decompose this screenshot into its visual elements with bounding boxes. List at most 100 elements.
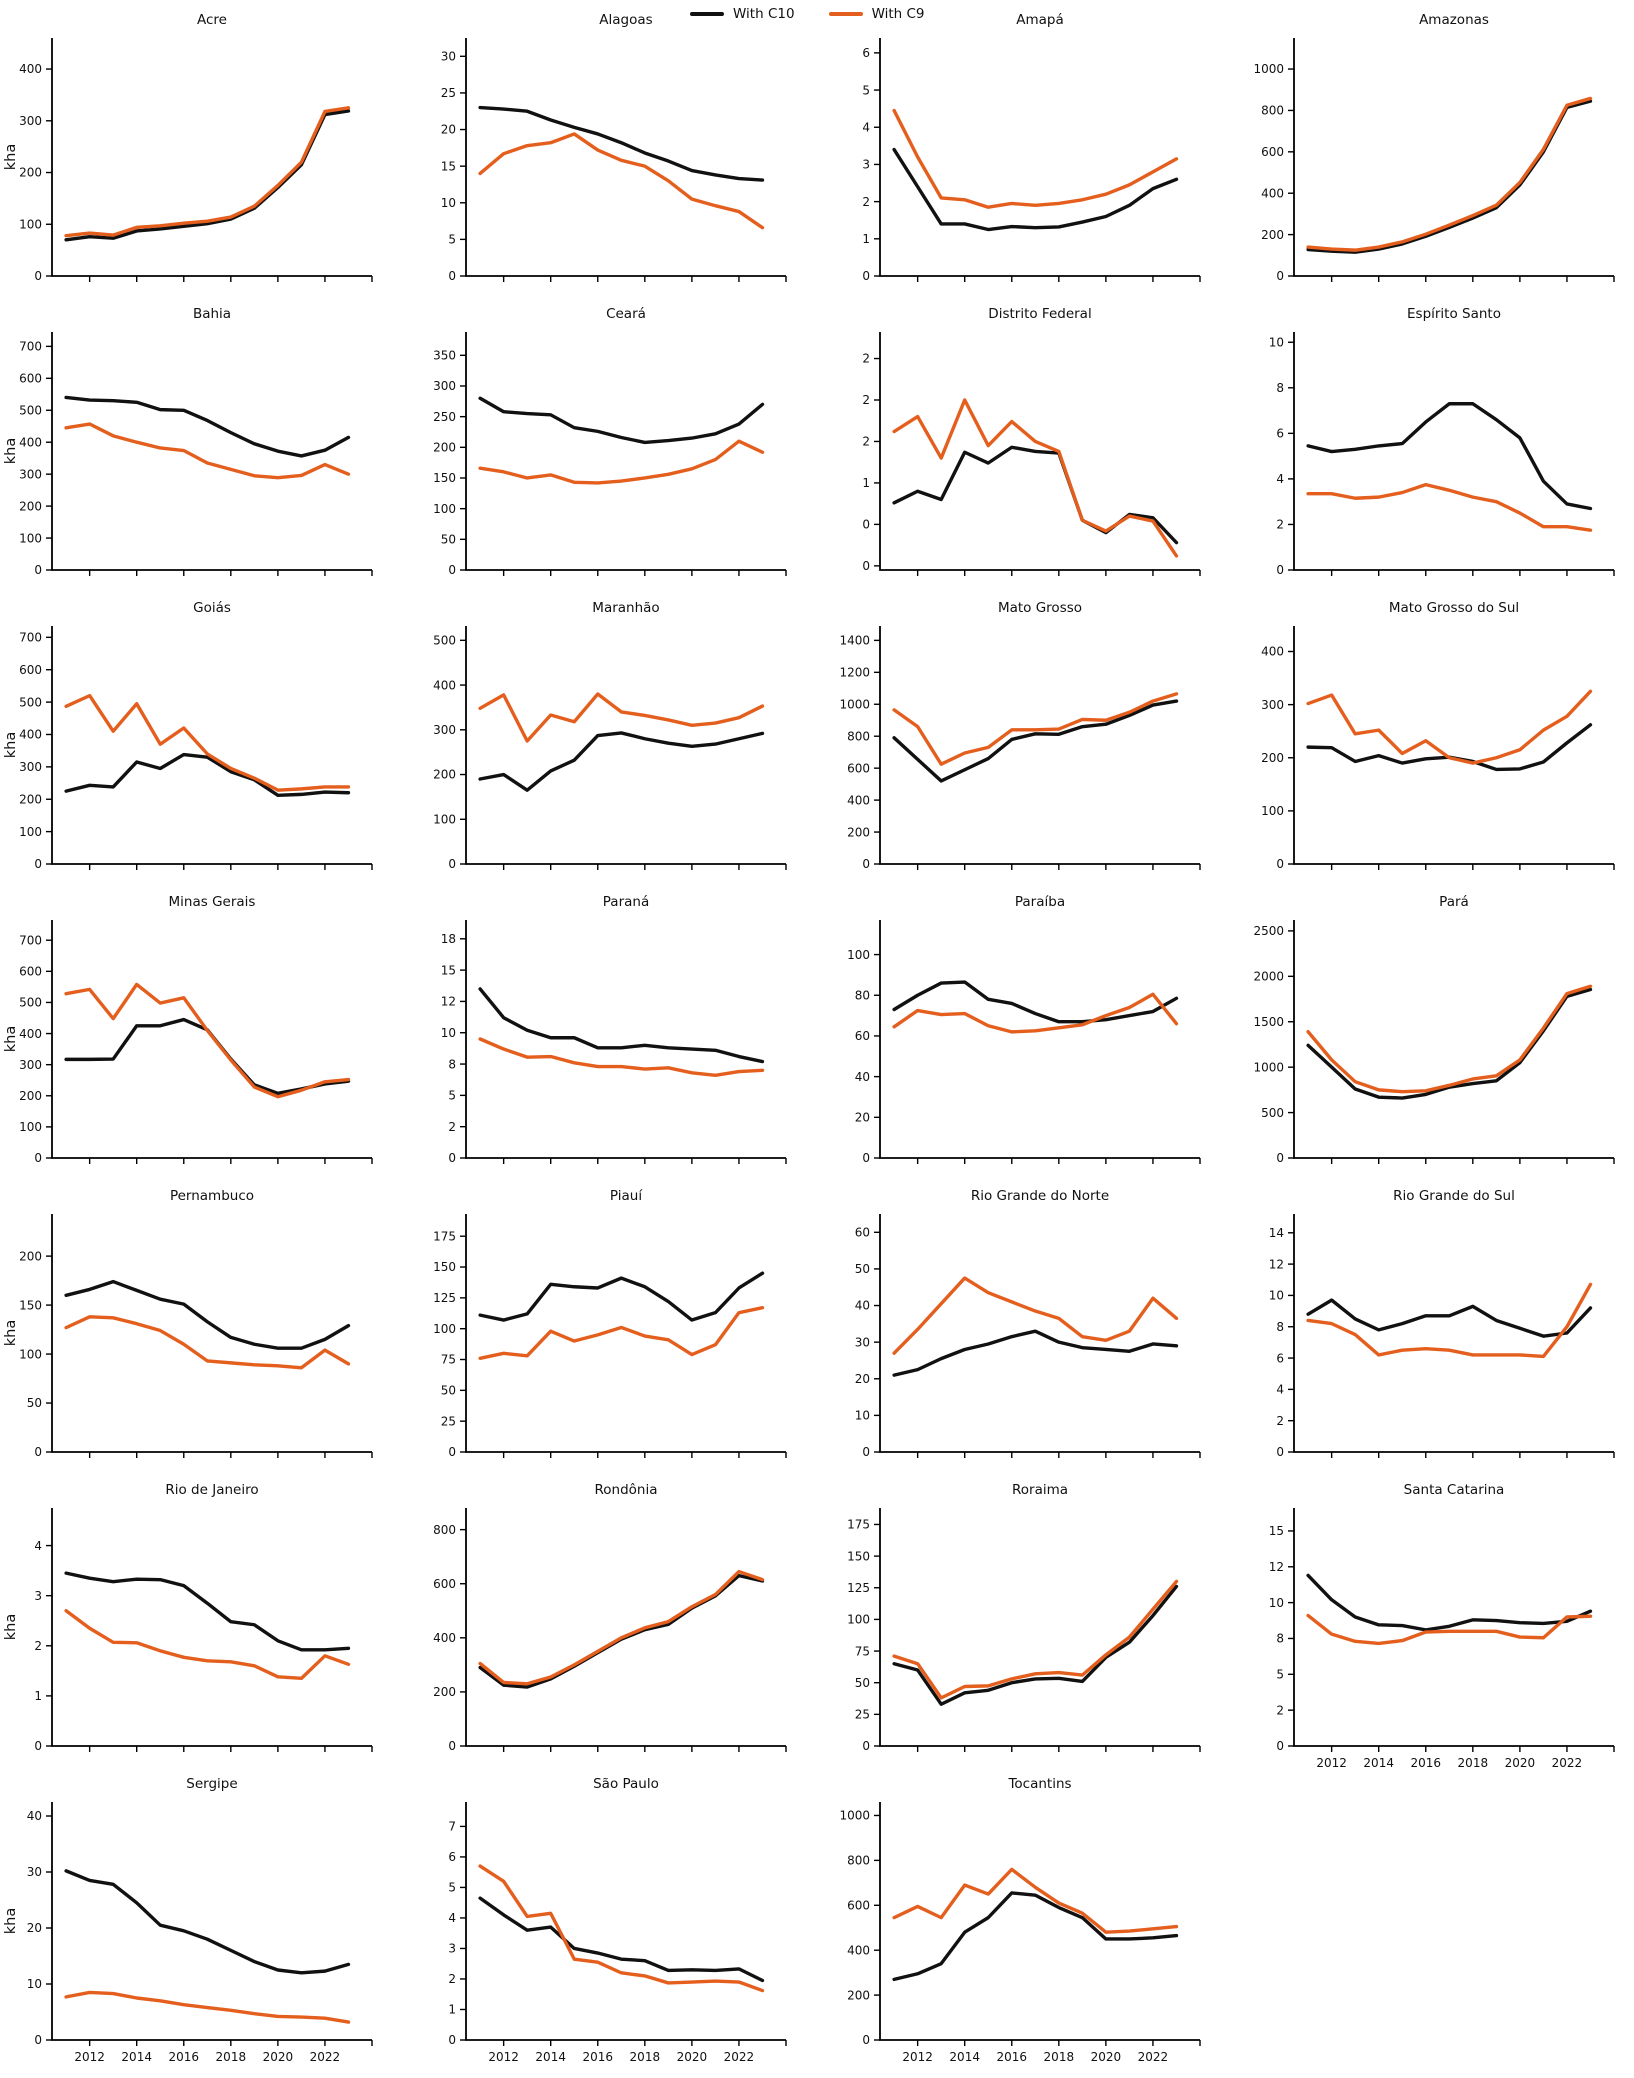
chart-tocantins: Tocantins 0 200 400 600 800 1000 2012 2014 2016 20… (828, 1764, 1236, 2078)
chart-mato-grosso: Mato Grosso 0 200 400 600 800 1000 1200 1400 (828, 588, 1236, 900)
series-line-with-c9 (64, 693, 351, 792)
y-tick-label: 2000 (1253, 970, 1284, 984)
x-tick-label: 2020 (1505, 1756, 1536, 1770)
y-axis-label: kha (3, 1320, 19, 1346)
y-tick-label: 20 (27, 1921, 42, 1935)
y-tick-label: 0 (448, 1739, 456, 1753)
y-tick-label: 600 (1261, 145, 1284, 159)
y-tick-label: 50 (855, 1676, 870, 1690)
y-tick-label: 150 (19, 1298, 42, 1312)
y-tick-label: 200 (847, 1988, 870, 2002)
y-tick-label: 50 (855, 1262, 870, 1276)
y-tick-label: 800 (1261, 104, 1284, 118)
chart-svg-rio-grande-do-norte: Rio Grande do Norte 0 10 20 30 40 50 60 (855, 1188, 1201, 1459)
series-line-with-c10 (64, 1279, 351, 1350)
series-line-with-c10 (1306, 723, 1593, 772)
y-tick-label: 400 (19, 62, 42, 76)
y-tick-label: 1200 (839, 666, 870, 680)
y-tick-label: 80 (855, 988, 870, 1002)
y-tick-label: 300 (19, 760, 42, 774)
y-axis-label: kha (3, 1026, 19, 1052)
series-line-with-c10 (64, 1869, 351, 1975)
y-tick-label: 4 (1276, 472, 1284, 486)
y-tick-label: 700 (19, 340, 42, 354)
y-tick-label: 200 (433, 768, 456, 782)
chart-piaui: Piauí 0 25 50 75 100 125 150 175 (414, 1176, 822, 1488)
y-tick-label: 50 (441, 1384, 456, 1398)
chart-maranhao: Maranhão 0 100 200 300 400 500 (414, 588, 822, 900)
series-line-with-c9 (64, 106, 351, 238)
series-line-with-c9 (478, 1569, 765, 1686)
series-line-with-c9 (478, 1306, 765, 1360)
series-line-with-c10 (892, 699, 1179, 783)
axis-spines (465, 1214, 786, 1453)
axis-spines (1293, 920, 1614, 1159)
x-tick-label: 2018 (630, 2050, 661, 2064)
axis-spines (879, 920, 1200, 1159)
chart-svg-sergipe: Sergipe 0 10 20 30 40 2012 2014 2016 2018 2020 2022… (3, 1776, 373, 2064)
chart-svg-rondonia: Rondônia 0 200 400 600 800 (433, 1482, 787, 1753)
series-line-with-c9 (1306, 984, 1593, 1094)
y-tick-label: 200 (19, 499, 42, 513)
chart-svg-amazonas: Amazonas 0 200 400 600 800 1000 (1253, 12, 1615, 283)
y-tick-label: 1000 (1253, 1060, 1284, 1074)
chart-svg-amapa: Amapá 0 1 2 3 4 5 6 (862, 12, 1201, 283)
y-tick-label: 7 (448, 1820, 456, 1834)
y-tick-label: 200 (1261, 228, 1284, 242)
chart-rio-grande-do-sul: Rio Grande do Sul 0 2 4 6 8 10 12 14 (1242, 1176, 1634, 1488)
chart-svg-sao-paulo: São Paulo 0 1 2 3 4 5 6 7 2012 2014 2016 2018 2020 202… (448, 1776, 787, 2064)
x-tick-label: 2022 (724, 2050, 755, 2064)
series-line-with-c9 (1306, 1613, 1593, 1646)
chart-paraiba: Paraíba 0 20 40 60 80 100 (828, 882, 1236, 1194)
series-line-with-c10 (478, 1271, 765, 1322)
y-tick-label: 500 (433, 634, 456, 648)
y-tick-label: 1000 (839, 697, 870, 711)
y-tick-label: 12 (1269, 1560, 1284, 1574)
series-line-with-c9 (478, 1037, 765, 1078)
y-tick-label: 125 (433, 1291, 456, 1305)
chart-title: Piauí (610, 1188, 643, 1204)
axis-spines (465, 1508, 786, 1747)
chart-svg-bahia: Bahia 0 100 200 300 400 500 600 700 kha (3, 306, 373, 577)
axis-spines (1293, 38, 1614, 277)
y-tick-label: 300 (19, 1058, 42, 1072)
series-line-with-c9 (892, 108, 1179, 209)
chart-title: Pará (1439, 894, 1469, 910)
series-line-with-c9 (892, 1276, 1179, 1355)
y-tick-label: 12 (1269, 1257, 1284, 1271)
x-tick-label: 2016 (582, 2050, 613, 2064)
series-line-with-c10 (64, 752, 351, 798)
y-tick-label: 10 (441, 1026, 456, 1040)
y-tick-label: 6 (1276, 1351, 1284, 1365)
y-tick-label: 0 (862, 1151, 870, 1165)
axis-spines (51, 1214, 372, 1453)
x-tick-label: 2018 (1044, 2050, 1075, 2064)
y-tick-label: 4 (448, 1911, 456, 1925)
y-tick-label: 8 (1276, 381, 1284, 395)
y-tick-label: 40 (855, 1299, 870, 1313)
y-tick-label: 400 (433, 1631, 456, 1645)
y-tick-label: 0 (1276, 1151, 1284, 1165)
series-line-with-c10 (892, 980, 1179, 1024)
x-tick-label: 2012 (902, 2050, 933, 2064)
series-line-with-c9 (1306, 482, 1593, 532)
y-tick-label: 1000 (839, 1809, 870, 1823)
chart-roraima: Roraima 0 25 50 75 100 125 150 175 (828, 1470, 1236, 1782)
axis-spines (51, 1802, 372, 2041)
x-tick-label: 2014 (121, 2050, 152, 2064)
chart-title: Distrito Federal (988, 306, 1091, 322)
y-tick-label: 10 (1269, 335, 1284, 349)
chart-svg-distrito-federal: Distrito Federal 0 0 1 2 2 2 (862, 306, 1201, 576)
y-tick-label: 40 (855, 1070, 870, 1084)
axis-spines (879, 1802, 1200, 2041)
y-axis-label: kha (3, 1614, 19, 1640)
y-tick-label: 1500 (1253, 1015, 1284, 1029)
y-tick-label: 10 (855, 1409, 870, 1423)
chart-svg-alagoas: Alagoas 0 5 10 15 20 25 30 (441, 12, 787, 283)
y-tick-label: 50 (441, 533, 456, 547)
chart-rio-grande-do-norte: Rio Grande do Norte 0 10 20 30 40 50 60 (828, 1176, 1236, 1488)
chart-santa-catarina: Santa Catarina 0 2 5 8 10 12 15 2012 2014 2016 2018… (1242, 1470, 1634, 1782)
chart-title: Mato Grosso (998, 600, 1082, 616)
chart-svg-santa-catarina: Santa Catarina 0 2 5 8 10 12 15 2012 2014 2016 2018… (1269, 1482, 1615, 1770)
series-line-with-c9 (1306, 1282, 1593, 1359)
